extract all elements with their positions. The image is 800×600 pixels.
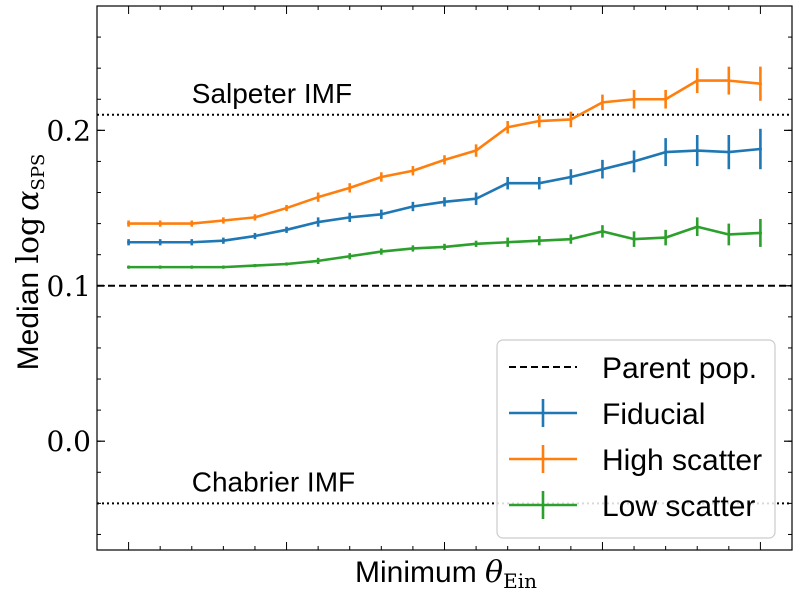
series-layer <box>126 66 763 269</box>
data-point <box>727 79 731 83</box>
data-point <box>253 263 257 268</box>
x-axis-label-subscript: Ein <box>503 569 537 593</box>
y-axis-label-log: log <box>11 217 46 264</box>
data-point <box>158 222 162 226</box>
y-axis-label-symbol: α <box>11 190 46 210</box>
legend: Parent pop. Fiducial High scatter Low scatt… <box>496 339 776 539</box>
data-point <box>600 100 605 104</box>
data-point <box>190 265 194 269</box>
data-point <box>569 175 573 179</box>
legend-label: High scatter <box>602 444 762 477</box>
data-point <box>758 82 763 86</box>
data-point <box>727 150 731 154</box>
data-point <box>506 240 510 244</box>
reference-lines <box>97 113 792 505</box>
legend-entry-0: Parent pop. <box>509 352 757 385</box>
legend-label: Fiducial <box>602 398 705 431</box>
y-tick-label: 0.2 <box>46 114 91 147</box>
annotation-2: Chabrier IMF <box>192 466 355 497</box>
legend-label: Parent pop. <box>602 352 757 385</box>
data-point <box>221 265 225 269</box>
data-point <box>379 249 383 254</box>
data-point <box>379 212 383 216</box>
data-point <box>126 222 131 226</box>
data-point <box>221 239 225 243</box>
data-point <box>253 215 257 219</box>
data-point <box>537 239 541 243</box>
data-point <box>442 245 447 249</box>
data-point <box>348 215 352 219</box>
data-point <box>474 148 478 153</box>
data-point <box>442 200 447 204</box>
plot-frame <box>96 5 793 551</box>
annotations: Salpeter IMF Chabrier IMF <box>192 78 355 498</box>
legend-box <box>496 339 776 539</box>
data-point <box>348 254 352 258</box>
data-point <box>316 259 320 263</box>
data-point <box>411 246 415 251</box>
data-point <box>758 147 763 151</box>
data-point <box>411 169 415 173</box>
data-point <box>632 237 636 241</box>
data-point <box>506 125 510 129</box>
data-point <box>316 195 320 199</box>
data-point <box>727 232 731 237</box>
data-point <box>474 197 478 201</box>
data-point <box>474 242 478 246</box>
data-point <box>537 119 541 123</box>
y-axis-label: Median log αSPS <box>11 154 49 371</box>
data-point <box>600 167 605 171</box>
x-axis-label: Minimum θEin <box>355 555 537 593</box>
ticks-layer <box>97 6 792 550</box>
data-point <box>411 204 415 209</box>
legend-entry-2: High scatter <box>509 444 762 477</box>
data-point <box>190 240 194 244</box>
data-point <box>758 231 763 235</box>
data-point <box>664 150 668 154</box>
data-point <box>379 175 383 179</box>
data-point <box>316 220 320 224</box>
data-point <box>158 265 162 269</box>
series-2 <box>126 217 763 269</box>
x-axis-label-prefix: Minimum <box>355 556 485 589</box>
series-1 <box>126 66 763 227</box>
legend-entry-1: Fiducial <box>509 398 705 431</box>
data-point <box>284 206 289 210</box>
x-axis-label-symbol: θ <box>485 555 503 590</box>
y-axis-label-subscript: SPS <box>28 154 49 191</box>
data-point <box>632 159 636 164</box>
data-point <box>569 117 573 122</box>
series-0 <box>126 128 763 246</box>
data-point <box>284 262 289 266</box>
data-point <box>126 240 131 244</box>
data-point <box>442 158 447 162</box>
data-point <box>664 97 668 101</box>
data-point <box>695 225 699 229</box>
data-point <box>695 79 699 83</box>
y-axis-label-prefix: Median <box>12 264 45 371</box>
data-point <box>632 97 636 101</box>
data-point <box>695 148 699 153</box>
data-point <box>126 265 131 269</box>
data-point <box>348 186 352 190</box>
data-point <box>253 234 257 238</box>
y-tick-labels: 0.0 0.1 0.2 <box>46 114 91 458</box>
data-point <box>158 240 162 244</box>
data-point <box>600 229 605 233</box>
data-point <box>284 228 289 232</box>
legend-entry-3: Low scatter <box>509 490 755 523</box>
data-point <box>537 181 541 185</box>
legend-label: Low scatter <box>602 490 755 523</box>
y-tick-label: 0.1 <box>46 270 91 303</box>
data-point <box>569 237 573 241</box>
y-tick-label: 0.0 <box>46 425 91 458</box>
data-point <box>664 235 668 240</box>
annotation-0: Salpeter IMF <box>192 78 352 109</box>
data-point <box>506 181 510 185</box>
data-point <box>221 218 225 223</box>
data-point <box>190 222 194 226</box>
